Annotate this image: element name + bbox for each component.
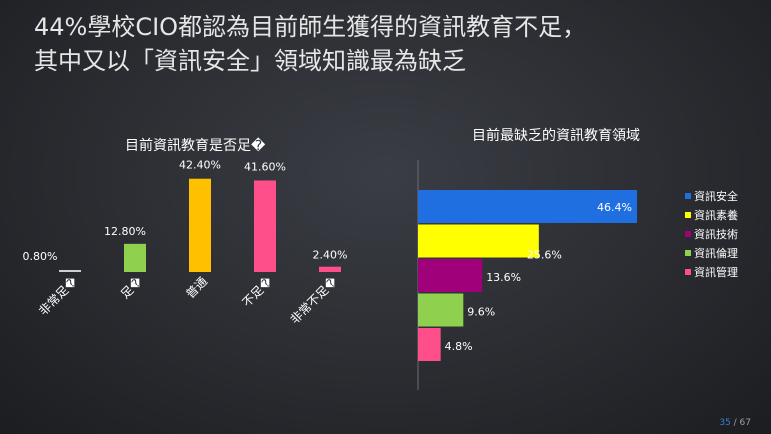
- legend-label-5: 資訊管理: [694, 265, 738, 279]
- legend-label-3: 資訊技術: [694, 227, 738, 241]
- left-bar-1: [59, 270, 81, 272]
- left-category-label-1: 非常足�: [36, 274, 81, 319]
- left-value-label-5: 2.40%: [313, 249, 348, 262]
- left-value-label-2: 12.80%: [104, 225, 146, 238]
- page-separator: /: [730, 418, 740, 428]
- right-bar-4: [418, 293, 464, 327]
- left-bar-3: [189, 178, 211, 272]
- headline-line-2: 其中又以「資訊安全」領域知識最為缺乏: [34, 47, 466, 75]
- page-current: 35: [719, 418, 731, 428]
- right-value-label-1: 46.4%: [597, 201, 632, 214]
- left-value-label-3: 42.40%: [179, 159, 221, 172]
- left-category-label-3: 普通: [183, 274, 210, 301]
- left-category-label-4: 不足�: [240, 274, 276, 310]
- right-chart-title: 目前最缺乏的資訊教育領域: [472, 128, 640, 144]
- right-bar-5: [418, 328, 441, 361]
- right-value-label-2: 25.6%: [527, 249, 562, 262]
- left-bar-4: [254, 180, 276, 272]
- legend-swatch-3: [685, 231, 691, 237]
- legend-swatch-2: [685, 212, 691, 218]
- right-value-label-5: 4.8%: [445, 340, 473, 353]
- legend-label-1: 資訊安全: [694, 189, 738, 203]
- headline: 44%學校CIO都認為目前師生獲得的資訊教育不足， 其中又以「資訊安全」領域知識…: [34, 10, 754, 78]
- legend-swatch-5: [685, 269, 691, 275]
- legend-label-2: 資訊素養: [694, 208, 738, 222]
- legend-swatch-4: [685, 250, 691, 256]
- right-value-label-3: 13.6%: [486, 271, 521, 284]
- left-bar-2: [124, 243, 146, 272]
- left-category-label-5: 非常不足�: [288, 274, 341, 327]
- left-value-label-4: 41.60%: [244, 160, 286, 173]
- headline-line-1: 44%學校CIO都認為目前師生獲得的資訊教育不足，: [34, 13, 587, 41]
- right-bar-3: [418, 259, 483, 292]
- left-bar-5: [319, 266, 341, 272]
- legend-swatch-1: [685, 193, 691, 199]
- left-chart-title: 目前資訊教育是否足�: [125, 138, 266, 154]
- left-value-label-1: 0.80%: [23, 250, 58, 263]
- left-category-label-2: 足�: [118, 274, 146, 302]
- page-number: 35 / 67: [719, 418, 751, 428]
- legend-label-4: 資訊倫理: [694, 246, 738, 260]
- right-value-label-4: 9.6%: [467, 306, 495, 319]
- right-bar-2: [418, 224, 539, 258]
- right-bar-1: [418, 190, 638, 223]
- page-total: 67: [739, 418, 751, 428]
